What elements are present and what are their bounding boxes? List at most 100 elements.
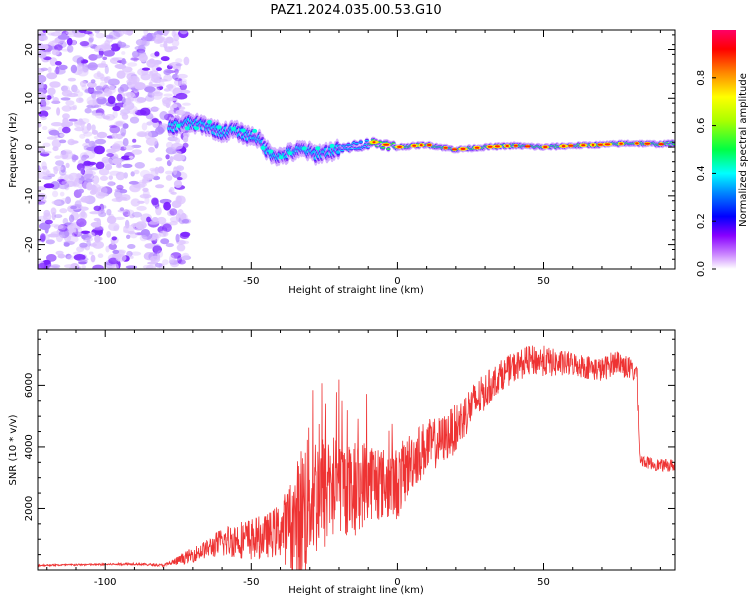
noise-blob — [50, 264, 61, 269]
ridge-peak — [644, 142, 651, 145]
ridge-peak — [372, 141, 376, 144]
y-tick-label: 10 — [24, 92, 35, 105]
snr-xlabel: Height of straight line (km) — [288, 585, 424, 596]
noise-blob — [166, 141, 173, 149]
noise-blob — [95, 85, 104, 91]
ridge-peak — [427, 143, 432, 147]
noise-blob — [129, 116, 140, 124]
noise-blob — [80, 210, 86, 218]
noise-blob — [78, 261, 87, 265]
noise-blob — [102, 56, 108, 61]
noise-blob — [148, 70, 154, 77]
ridge-peak — [513, 144, 518, 147]
noise-blob — [95, 236, 103, 241]
noise-blob — [168, 63, 174, 67]
noise-blob — [74, 127, 85, 132]
ridge-spot — [329, 143, 335, 148]
noise-blob — [111, 236, 118, 241]
noise-blob — [59, 133, 65, 138]
noise-blob — [119, 207, 125, 212]
noise-blob — [116, 93, 123, 102]
noise-blob — [88, 251, 94, 255]
noise-blob — [65, 162, 70, 168]
noise-blob — [114, 216, 125, 220]
noise-blob — [71, 153, 77, 163]
noise-blob — [43, 183, 55, 189]
noise-blob — [104, 164, 113, 171]
noise-blob — [55, 160, 65, 167]
x-tick-label: 50 — [537, 577, 550, 588]
noise-blob — [113, 30, 124, 37]
noise-blob — [62, 117, 69, 125]
noise-blob — [52, 99, 60, 104]
noise-blob — [173, 33, 180, 42]
noise-blob — [127, 230, 136, 235]
noise-blob — [90, 254, 96, 263]
noise-blob — [111, 132, 119, 139]
noise-blob — [46, 72, 58, 80]
noise-blob — [154, 263, 163, 268]
noise-blob — [150, 106, 159, 112]
noise-blob — [175, 233, 180, 243]
noise-blob — [136, 97, 147, 103]
noise-blob — [87, 62, 98, 71]
noise-blob — [92, 54, 104, 59]
spectrogram-xlabel: Height of straight line (km) — [288, 285, 424, 296]
noise-blob — [50, 207, 57, 216]
noise-blob — [55, 30, 62, 33]
noise-blob — [182, 102, 191, 106]
noise-blob — [156, 216, 167, 225]
noise-blob — [131, 149, 143, 155]
noise-blob — [146, 32, 153, 42]
noise-blob — [106, 231, 112, 238]
noise-blob — [122, 163, 133, 168]
noise-blob — [128, 80, 138, 89]
noise-blob — [80, 167, 85, 175]
noise-blob — [174, 137, 181, 144]
noise-blob — [175, 63, 183, 67]
noise-blob — [133, 169, 140, 175]
noise-blob — [165, 154, 170, 160]
noise-blob — [77, 65, 83, 72]
noise-blob — [54, 68, 66, 75]
noise-blob — [174, 68, 179, 75]
colorbar-tick-label: 0.0 — [696, 261, 707, 277]
noise-blob — [130, 171, 135, 177]
noise-blob — [156, 250, 164, 258]
noise-blob — [86, 96, 97, 106]
noise-blob — [173, 154, 185, 162]
noise-blob — [89, 211, 102, 215]
ridge-spot — [194, 126, 199, 131]
noise-blob — [106, 153, 114, 157]
noise-blob — [121, 155, 132, 161]
noise-blob — [160, 56, 170, 62]
noise-blob — [82, 162, 94, 168]
noise-blob — [169, 221, 178, 226]
noise-blob — [123, 229, 129, 233]
noise-blob — [73, 88, 80, 94]
noise-blob — [59, 139, 67, 144]
ridge-peak — [658, 143, 665, 146]
noise-blob — [126, 234, 131, 239]
noise-blob — [155, 184, 165, 189]
noise-blob — [163, 40, 168, 50]
noise-blob — [54, 44, 63, 51]
noise-blob — [135, 38, 147, 46]
noise-blob — [96, 131, 108, 139]
noise-blob — [181, 219, 190, 224]
noise-blob — [121, 58, 126, 65]
noise-blob — [41, 199, 47, 204]
noise-blob — [95, 191, 106, 199]
noise-blob — [182, 135, 189, 143]
noise-blob — [59, 169, 67, 176]
noise-blob — [80, 230, 91, 234]
noise-blob — [151, 233, 159, 240]
noise-blob — [143, 173, 155, 180]
noise-blob — [38, 82, 45, 90]
y-tick-label: 6000 — [24, 373, 35, 398]
noise-blob — [165, 170, 173, 175]
noise-blob — [60, 97, 71, 101]
noise-blob — [92, 96, 97, 106]
noise-blob — [115, 171, 126, 181]
noise-blob — [107, 78, 120, 86]
